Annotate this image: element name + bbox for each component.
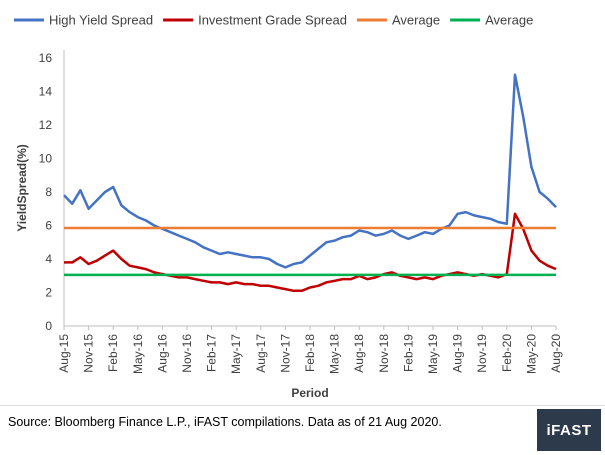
y-tick-label: 12: [39, 118, 53, 132]
x-tick-label: Aug-19: [451, 334, 465, 373]
y-tick-label: 16: [39, 51, 53, 65]
ifast-logo: iFAST: [537, 409, 601, 451]
y-tick-label: 4: [45, 252, 52, 266]
legend-label-0: High Yield Spread: [49, 13, 153, 28]
series-line-1: [64, 212, 557, 293]
x-tick-label: Nov-19: [475, 334, 489, 373]
legend-label-1: Investment Grade Spread: [198, 13, 347, 28]
x-axis-title: Period: [291, 386, 328, 400]
x-tick-label: Nov-17: [278, 334, 292, 373]
x-tick-label: Feb-19: [401, 334, 415, 372]
x-axis: Aug-15 Nov-15 Feb-16 May-16 Aug-16 Nov-16 Feb-…: [57, 325, 563, 374]
x-tick-label: May-16: [131, 334, 145, 374]
legend-label-3: Average: [485, 13, 533, 28]
y-axis-title: YieldSpread(%): [15, 144, 29, 232]
x-tick-label: Nov-18: [377, 334, 391, 373]
yield-spread-chart: High Yield Spread Investment Grade Spread…: [14, 13, 563, 400]
x-tick-label: Feb-16: [106, 334, 120, 372]
legend-label-2: Average: [392, 13, 440, 28]
source-footer: Source: Bloomberg Finance L.P., iFAST co…: [0, 405, 605, 455]
y-tick-label: 2: [45, 286, 52, 300]
source-note: Source: Bloomberg Finance L.P., iFAST co…: [8, 415, 442, 429]
x-tick-label: May-20: [524, 334, 538, 374]
x-tick-label: Aug-16: [155, 334, 169, 373]
x-tick-label: Nov-16: [180, 334, 194, 373]
x-tick-label: Aug-15: [57, 334, 71, 373]
y-tick-label: 6: [45, 219, 52, 233]
x-tick-label: May-18: [328, 334, 342, 374]
y-tick-label: 14: [39, 85, 53, 99]
x-tick-label: Aug-20: [549, 334, 563, 373]
x-tick-label: Aug-18: [352, 334, 366, 373]
series-line-0: [63, 73, 557, 269]
y-axis: 0 2 4 6 8 10 12 14 16: [39, 50, 65, 333]
y-tick-label: 8: [45, 185, 52, 199]
x-tick-label: Nov-15: [82, 334, 96, 373]
y-tick-label: 10: [39, 152, 53, 166]
y-tick-label: 0: [45, 319, 52, 333]
x-tick-label: Feb-20: [500, 334, 514, 372]
legend: High Yield Spread Investment Grade Spread…: [14, 13, 533, 28]
x-tick-label: May-19: [426, 334, 440, 374]
x-tick-label: Aug-17: [254, 334, 268, 373]
x-tick-label: May-17: [229, 334, 243, 374]
x-tick-label: Feb-17: [205, 334, 219, 372]
series-layer: [63, 73, 557, 293]
x-tick-label: Feb-18: [303, 334, 317, 372]
